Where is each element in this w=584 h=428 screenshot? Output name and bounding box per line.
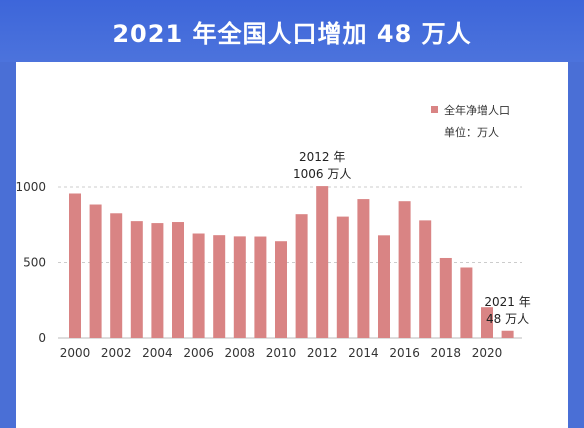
x-tick-label: 2016 [389,346,420,360]
chart-card [16,62,568,428]
bar-2017 [419,220,432,338]
legend-label: 全年净增人口 [444,103,510,117]
annotation-2021: 48 万人 [486,312,529,326]
bar-2018 [439,257,452,338]
bar-2009 [254,236,267,338]
bar-2003 [130,221,143,338]
x-tick-label: 2018 [431,346,462,360]
x-tick-label: 2010 [266,346,297,360]
bar-2007 [213,235,226,338]
page-title: 2021 年全国人口增加 48 万人 [112,20,472,48]
y-tick-label: 1000 [15,180,46,194]
bar-2011 [295,214,308,338]
annotation-2021: 2021 年 [484,295,530,309]
annotation-2012: 2012 年 [299,150,345,164]
bar-2014 [357,199,370,338]
bar-2020 [481,307,493,338]
x-tick-label: 2020 [472,346,503,360]
bar-2006 [192,233,205,338]
x-tick-label: 2014 [348,346,379,360]
bar-2008 [233,236,246,338]
bar-2004 [151,223,164,338]
y-tick-label: 500 [23,256,46,270]
x-tick-label: 2008 [225,346,256,360]
bar-2001 [89,204,102,338]
header-banner: 2021 年全国人口增加 48 万人 [0,0,584,62]
legend-unit: 单位：万人 [444,125,499,139]
x-tick-label: 2000 [60,346,91,360]
bar-2010 [275,241,287,338]
bar-2021 [501,330,514,338]
bar-2005 [172,222,184,338]
annotation-2012: 1006 万人 [293,167,351,181]
bar-2015 [378,235,390,338]
x-tick-label: 2012 [307,346,338,360]
y-tick-label: 0 [38,331,46,345]
bar-2019 [460,267,473,338]
x-tick-label: 2004 [142,346,173,360]
bar-2012 [316,186,329,338]
bar-2013 [336,216,349,338]
bar-2000 [69,193,81,338]
bar-2002 [110,213,123,338]
x-tick-label: 2002 [101,346,132,360]
legend-swatch [431,106,438,113]
x-tick-label: 2006 [183,346,214,360]
bar-2016 [398,201,411,338]
